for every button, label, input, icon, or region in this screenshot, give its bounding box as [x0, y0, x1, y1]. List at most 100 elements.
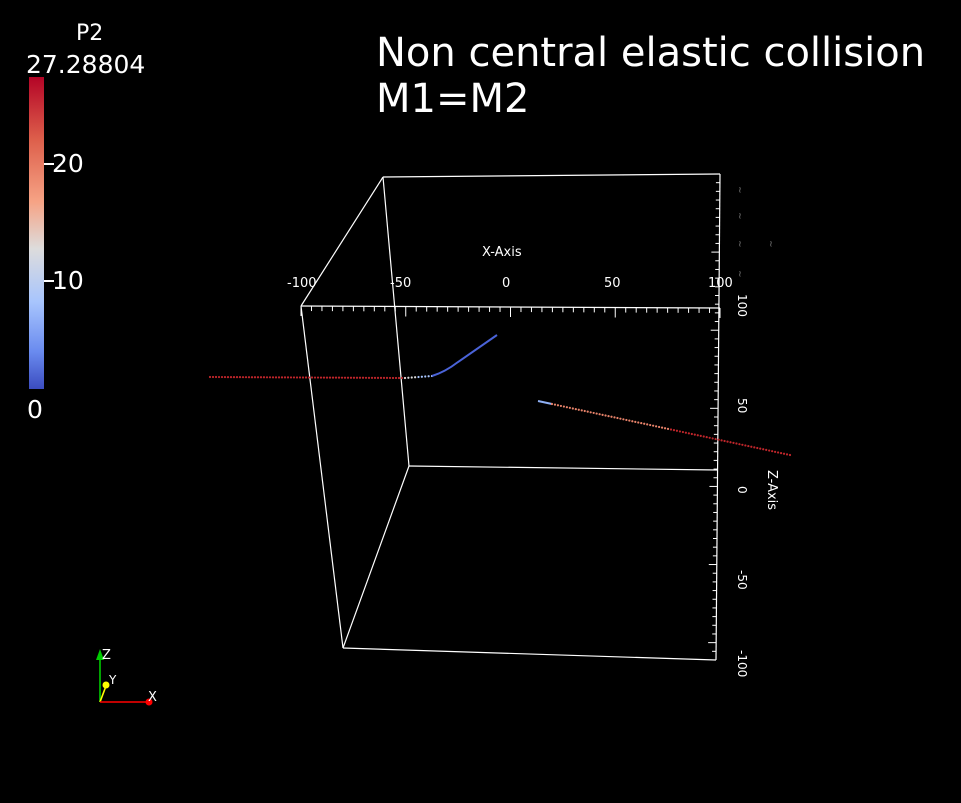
trail-point-particle-1: [238, 376, 242, 379]
trail-point-particle-1: [214, 375, 218, 379]
trail-point-particle-2: [663, 427, 667, 430]
trail-point-particle-1: [307, 376, 311, 379]
trail-point-particle-1: [427, 375, 430, 378]
trail-point-particle-1: [244, 376, 248, 379]
z-axis-ticks: [708, 173, 720, 661]
trail-point-particle-2: [604, 414, 607, 417]
trail-point-particle-2: [622, 418, 625, 421]
trail-point-particle-2: [741, 443, 744, 446]
trail-point-particle-2: [666, 427, 670, 430]
trail-point-particle-2: [717, 438, 720, 441]
trail-point-particle-2: [598, 413, 601, 416]
trail-point-particle-1: [391, 376, 395, 380]
svg-text:~: ~: [734, 270, 744, 278]
trail-point-particle-2: [640, 422, 643, 425]
trail-point-particle-2: [726, 440, 729, 443]
trail-point-particle-1: [334, 376, 338, 379]
trail-point-particle-1: [379, 376, 383, 379]
trail-point-particle-1: [289, 376, 293, 379]
trail-point-particle-2: [708, 436, 711, 439]
trail-point-particle-2: [568, 406, 571, 409]
trail-point-particle-2: [702, 435, 705, 438]
trail-point-particle-2: [574, 408, 577, 411]
trail-point-particle-1: [241, 376, 245, 379]
trail-point-particle-1: [265, 376, 269, 379]
trail-point-particle-2: [765, 448, 768, 451]
x-tick-label: 0: [502, 276, 510, 291]
trail-point-particle-1: [274, 376, 278, 379]
trail-point-particle-2: [601, 413, 604, 416]
trail-point-particle-1: [340, 376, 344, 379]
trail-point-particle-2: [747, 444, 750, 448]
trail-point-particle-2: [592, 411, 595, 415]
color-legend-tick: [44, 280, 54, 282]
trail-point-particle-2: [565, 406, 568, 409]
trail-point-particle-1: [346, 376, 350, 379]
title-line-2: M1=M2: [376, 76, 530, 122]
trail-point-particle-1: [310, 376, 314, 379]
trail-point-particle-2: [735, 442, 738, 445]
trail-point-particle-2: [777, 451, 780, 454]
trail-point-particle-1: [229, 376, 233, 379]
x-axis-title: X-Axis: [482, 245, 522, 260]
trail-point-particle-2: [571, 407, 574, 410]
trail-point-particle-2: [738, 443, 741, 446]
trail-point-particle-2: [610, 415, 613, 418]
trail-point-particle-1: [361, 376, 365, 379]
trail-point-particle-2: [577, 408, 580, 411]
trail-point-particle-1: [295, 376, 299, 379]
trail-point-particle-1: [349, 376, 353, 379]
x-tick-label: -100: [287, 276, 317, 291]
trail-point-particle-2: [771, 450, 774, 453]
trail-point-particle-2: [750, 445, 753, 448]
trail-point-particle-2: [616, 416, 619, 420]
z-tick-label: -100: [735, 650, 749, 677]
box-edge: [408, 465, 719, 471]
trail-point-particle-1: [247, 376, 251, 379]
trail-point-particle-1: [298, 376, 302, 379]
trail-point-particle-2: [711, 437, 714, 440]
trail-point-particle-1: [253, 376, 257, 379]
trail-point-particle-2: [714, 437, 717, 441]
trail-point-particle-2: [788, 453, 792, 457]
trail-point-particle-1: [328, 376, 332, 379]
particle-trails: [208, 334, 792, 457]
orientation-z-arrow: [96, 649, 104, 660]
orientation-y-tip: [102, 681, 110, 689]
trail-point-particle-1: [217, 375, 221, 379]
trail-point-particle-2: [678, 430, 682, 433]
trail-point-particle-1: [385, 376, 389, 380]
trail-point-particle-1: [373, 376, 377, 379]
orientation-y-axis: [99, 685, 107, 703]
orientation-y-label: Y: [108, 673, 117, 687]
trail-point-particle-1: [301, 376, 305, 379]
trail-point-particle-2: [762, 448, 765, 451]
trail-point-particle-1: [220, 375, 224, 379]
color-legend-label: 0: [27, 395, 43, 424]
trail-point-particle-1: [343, 376, 347, 379]
trail-point-particle-2: [613, 416, 616, 419]
trail-point-particle-1: [319, 376, 323, 379]
color-legend[interactable]: P2 27.28804 20 10 0: [0, 0, 200, 430]
x-tick-label: 50: [604, 276, 621, 291]
svg-text:~: ~: [734, 186, 744, 194]
trail-point-particle-2: [660, 426, 664, 429]
trail-point-particle-2: [675, 429, 679, 432]
trail-point-particle-1: [364, 376, 368, 379]
trail-point-particle-2: [756, 446, 759, 450]
trail-point-particle-2: [785, 453, 789, 456]
trail-point-particle-1: [208, 375, 212, 379]
trail-point-particle-2: [774, 450, 777, 453]
trail-point-particle-2: [723, 439, 726, 443]
trail-point-particle-1: [337, 376, 341, 379]
color-legend-max: 27.28804: [26, 50, 146, 79]
plot-title: Non central elastic collision M1=M2: [376, 30, 925, 122]
color-legend-tick: [44, 163, 54, 165]
trail-point-particle-1: [292, 376, 296, 379]
trail-point-particle-2: [696, 434, 699, 437]
trail-point-particle-2: [619, 417, 622, 420]
trail-point-particle-1: [277, 376, 281, 379]
trail-point-particle-2: [687, 432, 690, 435]
